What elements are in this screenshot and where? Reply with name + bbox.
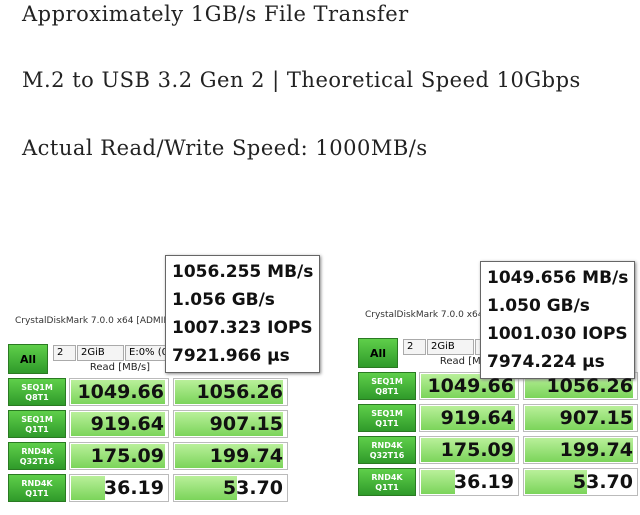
read-value: 919.64 bbox=[90, 413, 164, 435]
read-cell: 919.64 bbox=[69, 410, 169, 438]
row-label-line: Q1T1 bbox=[375, 419, 399, 428]
header-line: Actual Read/Write Speed: 1000MB/s bbox=[22, 136, 428, 160]
row-label: RND4K Q32T16 bbox=[358, 436, 416, 464]
speed-bar bbox=[421, 438, 516, 462]
read-cell: 919.64 bbox=[419, 404, 519, 432]
benchmark-panel: CrystalDiskMark 7.0.0 x64 [ADMIN] All 2 2Gi… bbox=[5, 312, 290, 512]
read-header: Read [MB/s] bbox=[89, 362, 151, 373]
tooltip-line: 1049.656 MB/s bbox=[487, 268, 629, 288]
write-cell: 1056.26 bbox=[173, 378, 288, 406]
all-button[interactable]: All bbox=[8, 344, 48, 374]
write-value: 199.74 bbox=[559, 439, 633, 461]
row-label-line: Q32T16 bbox=[19, 457, 55, 466]
write-value: 53.70 bbox=[222, 477, 283, 499]
header-line: Approximately 1GB/s File Transfer bbox=[22, 2, 409, 26]
read-value: 175.09 bbox=[440, 439, 514, 461]
speed-bar bbox=[71, 476, 106, 500]
row-label: RND4K Q1T1 bbox=[8, 474, 66, 502]
write-cell: 907.15 bbox=[173, 410, 288, 438]
row-label: SEQ1M Q1T1 bbox=[358, 404, 416, 432]
read-value: 36.19 bbox=[453, 471, 514, 493]
row-label-line: SEQ1M bbox=[371, 377, 403, 386]
window-title: CrystalDiskMark 7.0.0 x64 [ADMIN] bbox=[365, 310, 524, 320]
speed-bar bbox=[175, 412, 284, 436]
window-title: CrystalDiskMark 7.0.0 x64 [ADMIN] bbox=[15, 316, 174, 326]
read-cell: 175.09 bbox=[419, 436, 519, 464]
row-label-line: Q8T1 bbox=[25, 393, 49, 402]
speed-bar bbox=[525, 470, 588, 494]
row-label-line: SEQ1M bbox=[21, 415, 53, 424]
row-label: RND4K Q1T1 bbox=[358, 468, 416, 496]
speed-bar bbox=[175, 476, 238, 500]
tooltip-popup: 1049.656 MB/s 1.050 GB/s 1001.030 IOPS 7974… bbox=[480, 261, 636, 379]
row-label-line: Q8T1 bbox=[375, 387, 399, 396]
size-select: 2GiB bbox=[77, 345, 124, 361]
write-value: 53.70 bbox=[572, 471, 633, 493]
row-label: RND4K Q32T16 bbox=[8, 442, 66, 470]
tooltip-line: 7921.966 µs bbox=[172, 346, 290, 366]
read-header: Read [MB/s] bbox=[439, 356, 501, 367]
speed-bar bbox=[421, 406, 516, 430]
write-cell: 199.74 bbox=[523, 436, 638, 464]
speed-bar bbox=[175, 380, 284, 404]
read-cell: 1049.66 bbox=[69, 378, 169, 406]
read-cell: 175.09 bbox=[69, 442, 169, 470]
row-label-line: SEQ1M bbox=[21, 383, 53, 392]
speed-bar bbox=[525, 406, 634, 430]
row-label-line: Q32T16 bbox=[369, 451, 405, 460]
row-label-line: RND4K bbox=[21, 447, 53, 456]
write-value: 199.74 bbox=[209, 445, 283, 467]
all-button[interactable]: All bbox=[358, 338, 398, 368]
speed-bar bbox=[71, 380, 166, 404]
header-line: M.2 to USB 3.2 Gen 2 | Theoretical Speed… bbox=[22, 68, 581, 92]
speed-bar bbox=[71, 412, 166, 436]
write-value: 1056.26 bbox=[546, 375, 633, 397]
tooltip-line: 1.050 GB/s bbox=[487, 296, 590, 316]
row-label: SEQ1M Q8T1 bbox=[358, 372, 416, 400]
read-value: 36.19 bbox=[103, 477, 164, 499]
row-label-line: SEQ1M bbox=[371, 409, 403, 418]
row-label-line: Q1T1 bbox=[25, 425, 49, 434]
speed-bar bbox=[175, 444, 284, 468]
row-label-line: Q1T1 bbox=[375, 483, 399, 492]
write-value: 1056.26 bbox=[196, 381, 283, 403]
write-value: 907.15 bbox=[209, 413, 283, 435]
row-label-line: RND4K bbox=[21, 479, 53, 488]
read-cell: 36.19 bbox=[419, 468, 519, 496]
size-select: 2GiB bbox=[427, 339, 474, 355]
count-select: 2 bbox=[403, 339, 426, 355]
drive-select: E:0% (0 bbox=[125, 345, 175, 361]
speed-bar bbox=[71, 444, 166, 468]
row-label: SEQ1M Q8T1 bbox=[8, 378, 66, 406]
row-label-line: RND4K bbox=[371, 441, 403, 450]
write-value: 907.15 bbox=[559, 407, 633, 429]
write-cell: 53.70 bbox=[173, 474, 288, 502]
read-cell: 36.19 bbox=[69, 474, 169, 502]
write-cell: 53.70 bbox=[523, 468, 638, 496]
count-select: 2 bbox=[53, 345, 76, 361]
tooltip-line: 1056.255 MB/s bbox=[172, 262, 314, 282]
tooltip-line: 7974.224 µs bbox=[487, 352, 605, 372]
tooltip-line: 1001.030 IOPS bbox=[487, 324, 628, 344]
write-cell: 907.15 bbox=[523, 404, 638, 432]
write-cell: 1056.26 bbox=[523, 372, 638, 400]
row-label-line: Q1T1 bbox=[25, 489, 49, 498]
speed-bar bbox=[421, 470, 456, 494]
tooltip-popup: 1056.255 MB/s 1.056 GB/s 1007.323 IOPS 7921… bbox=[165, 255, 321, 373]
row-label: SEQ1M Q1T1 bbox=[8, 410, 66, 438]
read-value: 175.09 bbox=[90, 445, 164, 467]
row-label-line: RND4K bbox=[371, 473, 403, 482]
speed-bar bbox=[525, 438, 634, 462]
tooltip-line: 1.056 GB/s bbox=[172, 290, 275, 310]
tooltip-line: 1007.323 IOPS bbox=[172, 318, 313, 338]
read-cell: 1049.66 bbox=[419, 372, 519, 400]
read-value: 1049.66 bbox=[427, 375, 514, 397]
read-value: 919.64 bbox=[440, 407, 514, 429]
write-cell: 199.74 bbox=[173, 442, 288, 470]
read-value: 1049.66 bbox=[77, 381, 164, 403]
